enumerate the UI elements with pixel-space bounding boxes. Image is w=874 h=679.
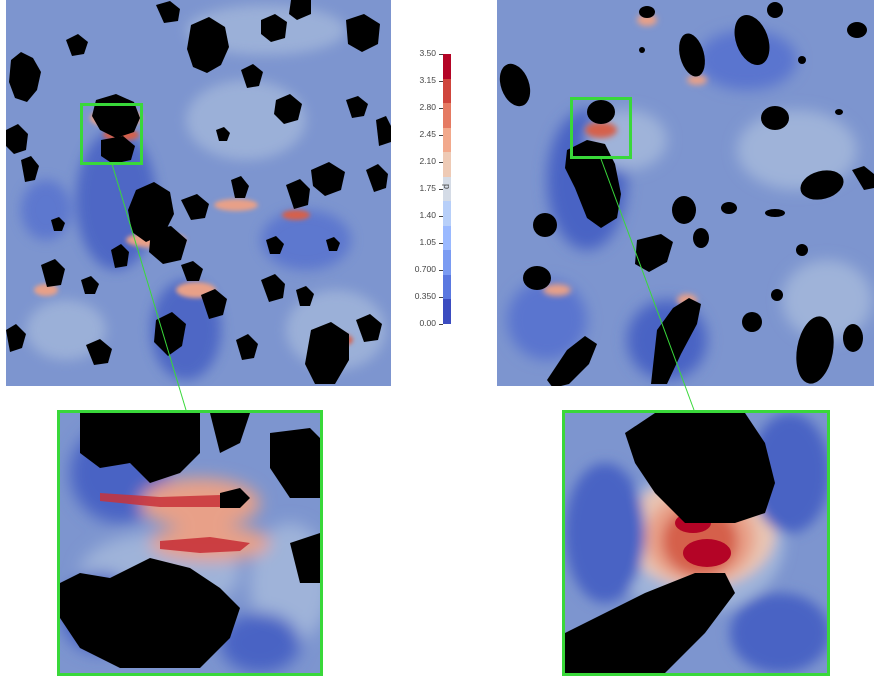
colorbar-tick-mark	[439, 162, 443, 163]
colorbar-band	[443, 152, 451, 177]
colorbar-tick-label: 3.50	[419, 48, 436, 58]
pressure-colorbar	[443, 54, 451, 324]
left-zoom-inset	[57, 410, 323, 676]
colorbar-tick-label: 1.75	[419, 183, 436, 193]
colorbar-band	[443, 54, 451, 79]
colorbar-band	[443, 274, 451, 300]
colorbar-band	[443, 78, 451, 104]
colorbar-tick-mark	[439, 108, 443, 109]
left-pressure-field	[6, 0, 391, 386]
colorbar-tick-mark	[439, 324, 443, 325]
left-zoom-region-box	[80, 103, 143, 165]
colorbar-tick-label: 0.350	[414, 291, 436, 301]
colorbar-tick-label: 2.80	[419, 102, 436, 112]
colorbar-tick-mark	[439, 270, 443, 271]
colorbar-band	[443, 225, 451, 251]
right-pressure-field	[497, 0, 874, 386]
right-zoom-inset	[562, 410, 830, 676]
colorbar-tick-mark	[439, 243, 443, 244]
right-zoom-region-box	[570, 97, 632, 159]
colorbar-tick-mark	[439, 81, 443, 82]
colorbar-tick-label: 2.45	[419, 129, 436, 139]
colorbar-tick-mark	[439, 216, 443, 217]
colorbar-tick-mark	[439, 189, 443, 190]
colorbar-tick-label: 0.700	[414, 264, 436, 274]
colorbar-band	[443, 201, 451, 226]
colorbar-title: p	[442, 184, 452, 190]
colorbar-band	[443, 176, 451, 202]
colorbar-tick-mark	[439, 297, 443, 298]
colorbar-band	[443, 103, 451, 128]
colorbar-tick-label: 2.10	[419, 156, 436, 166]
colorbar-band	[443, 250, 451, 275]
colorbar-tick-label: 0.00	[419, 318, 436, 328]
colorbar-tick-label: 3.15	[419, 75, 436, 85]
colorbar-tick-label: 1.40	[419, 210, 436, 220]
colorbar-band	[443, 127, 451, 153]
colorbar-tick-mark	[439, 54, 443, 55]
colorbar-tick-mark	[439, 135, 443, 136]
colorbar-band	[443, 299, 451, 324]
colorbar-tick-label: 1.05	[419, 237, 436, 247]
